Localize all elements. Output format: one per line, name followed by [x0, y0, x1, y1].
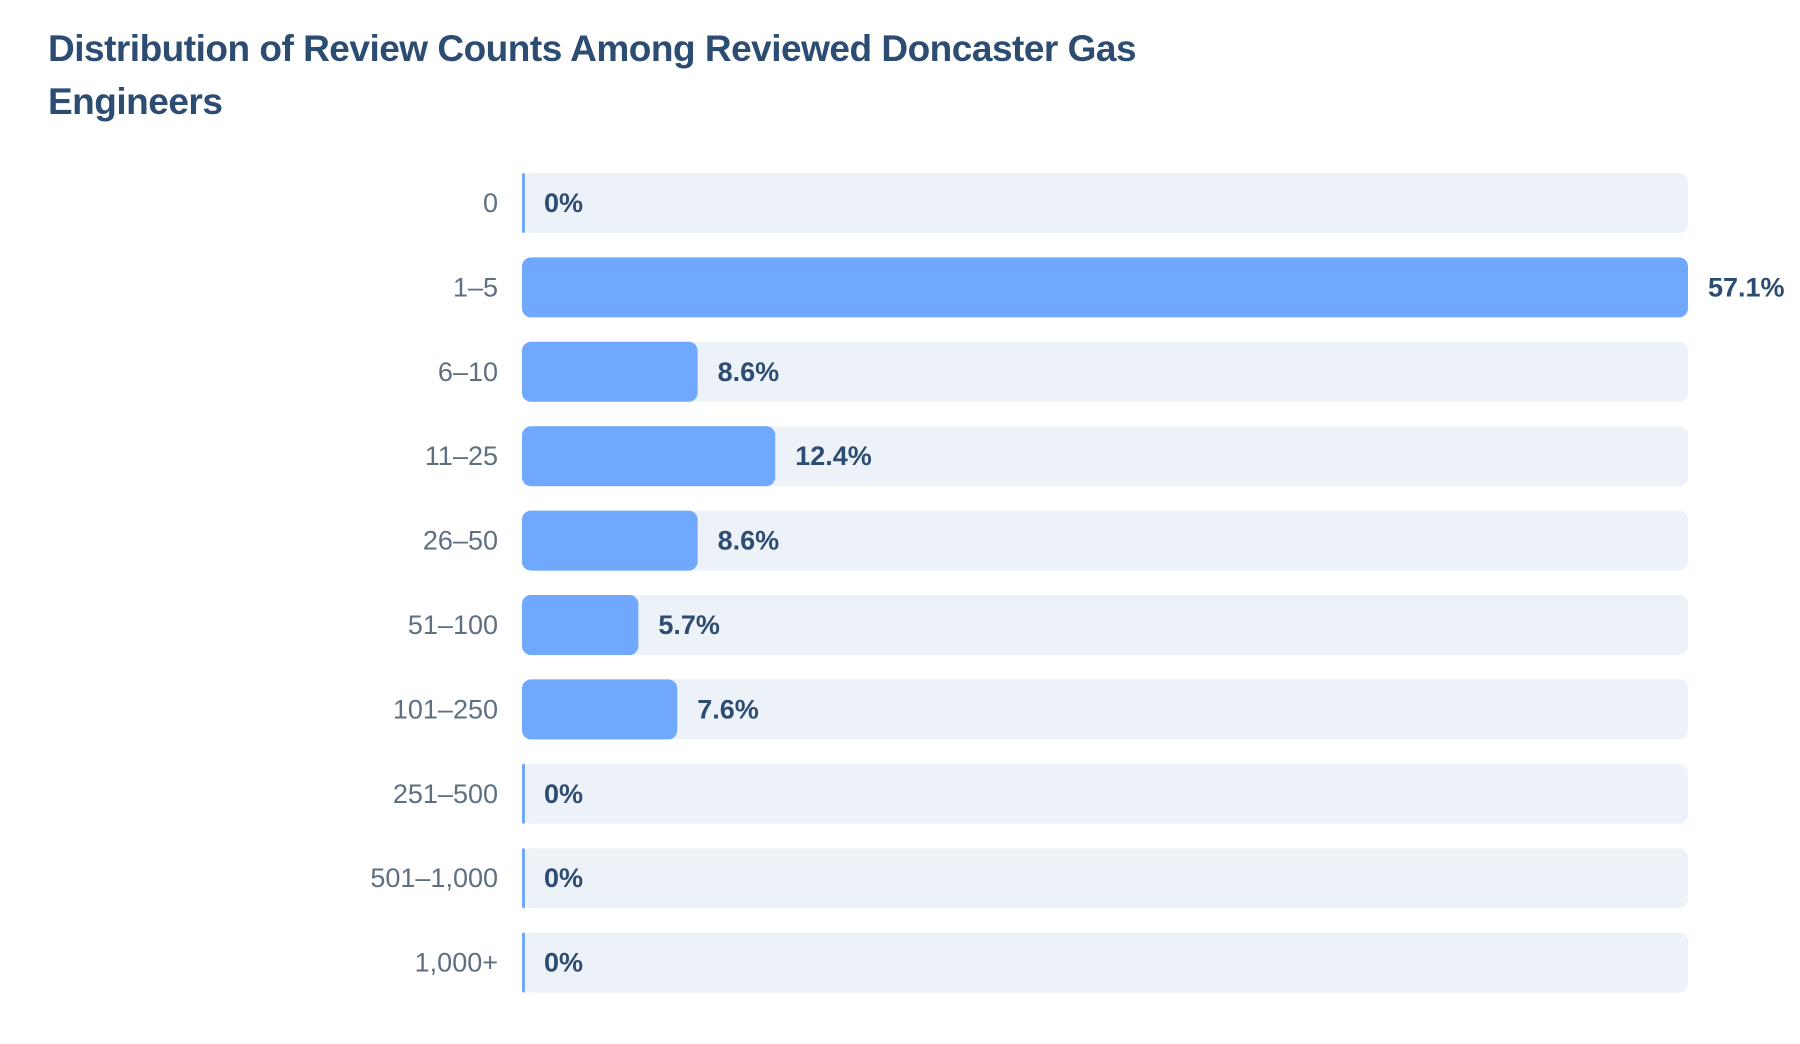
category-label: 501–1,000 [370, 863, 498, 893]
bar [522, 510, 698, 571]
value-label: 8.6% [718, 357, 780, 387]
bar-track [522, 426, 1688, 487]
bar-row-501-1-000: 501–1,000 0% [370, 848, 1688, 909]
category-label: 11–25 [425, 441, 498, 471]
category-label: 6–10 [438, 357, 498, 387]
bar-row-1-000: 1,000+ 0% [415, 932, 1688, 993]
chart-title: Distribution of Review Counts Among Revi… [48, 28, 1137, 122]
bars-group: 0 0% 1–5 57.1% 6–10 8.6% 11–25 12.4% 26–50 8.6% 51… [370, 173, 1785, 993]
bar [522, 426, 776, 487]
bar [522, 932, 525, 993]
category-label: 101–250 [393, 694, 498, 724]
bar-row-0: 0 0% [483, 173, 1688, 233]
bar [522, 763, 525, 824]
bar [522, 257, 1688, 318]
value-label: 12.4% [795, 441, 872, 471]
category-label: 1–5 [453, 272, 498, 302]
bar-track [522, 763, 1688, 824]
category-label: 1,000+ [415, 948, 498, 978]
bar-track [522, 595, 1688, 655]
bar-row-251-500: 251–500 0% [393, 763, 1688, 824]
bar-row-51-100: 51–100 5.7% [408, 595, 1688, 655]
category-label: 0 [483, 188, 498, 218]
value-label: 0% [544, 863, 583, 893]
bar-track [522, 341, 1688, 402]
value-label: 5.7% [658, 610, 720, 640]
bar-track [522, 679, 1688, 740]
bar-row-1-5: 1–5 57.1% [453, 257, 1785, 318]
bar-track [522, 173, 1688, 233]
bar-row-11-25: 11–25 12.4% [425, 426, 1688, 487]
category-label: 251–500 [393, 779, 498, 809]
bar [522, 848, 525, 909]
bar-row-101-250: 101–250 7.6% [393, 679, 1688, 740]
bar-track [522, 510, 1688, 571]
bar-track [522, 932, 1688, 993]
category-label: 26–50 [423, 526, 498, 556]
value-label: 8.6% [718, 526, 780, 556]
bar-track [522, 848, 1688, 909]
value-label: 7.6% [697, 694, 759, 724]
bar [522, 341, 698, 402]
value-label: 0% [544, 779, 583, 809]
bar [522, 173, 525, 233]
value-label: 57.1% [1708, 272, 1785, 302]
bar-row-26-50: 26–50 8.6% [423, 510, 1688, 571]
value-label: 0% [544, 188, 583, 218]
value-label: 0% [544, 948, 583, 978]
bar-row-6-10: 6–10 8.6% [438, 341, 1688, 402]
category-label: 51–100 [408, 610, 498, 640]
bar [522, 595, 639, 655]
bar [522, 679, 678, 740]
